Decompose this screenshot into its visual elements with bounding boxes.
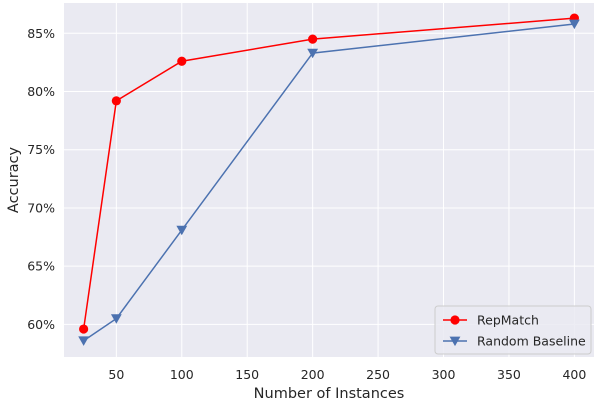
legend-label: RepMatch	[477, 313, 539, 328]
series-random-baseline	[78, 19, 580, 346]
legend-label: Random Baseline	[477, 334, 586, 349]
legend-circle-marker	[450, 315, 460, 325]
y-tick-label: 65%	[27, 259, 55, 274]
data-point-random-baseline	[176, 225, 188, 236]
tick-labels: 50 100 150 200 250 300 350 400 60% 65% 70% 75% 80% 85…	[27, 26, 586, 382]
data-point-repmatch	[177, 56, 187, 66]
x-tick-label: 50	[108, 367, 124, 382]
data-point-random-baseline	[78, 336, 90, 346]
data-point-repmatch	[308, 34, 318, 44]
x-tick-label: 100	[170, 367, 194, 382]
y-tick-label: 85%	[27, 26, 55, 41]
data-point-random-baseline	[110, 314, 122, 324]
grid-lines	[64, 3, 594, 357]
x-axis-title: Number of Instances	[254, 386, 405, 402]
series-layer	[78, 13, 580, 346]
x-tick-label: 250	[366, 367, 390, 382]
data-point-random-baseline	[307, 48, 319, 59]
legend-triangle-marker	[449, 336, 461, 347]
plot-background	[64, 3, 594, 357]
x-tick-label: 200	[301, 367, 325, 382]
x-tick-label: 300	[432, 367, 456, 382]
legend-box	[434, 305, 592, 355]
data-point-repmatch	[111, 96, 121, 106]
legend: RepMatch Random Baseline	[434, 305, 592, 355]
y-tick-label: 75%	[27, 142, 55, 157]
y-axis-title: Accuracy	[6, 146, 22, 213]
y-tick-label: 80%	[27, 84, 55, 99]
y-tick-label: 60%	[27, 317, 55, 332]
y-tick-label: 70%	[27, 200, 55, 215]
data-point-random-baseline	[568, 19, 580, 30]
data-point-repmatch	[79, 324, 89, 334]
x-tick-label: 400	[562, 367, 586, 382]
x-tick-label: 150	[235, 367, 259, 382]
x-tick-label: 350	[497, 367, 521, 382]
